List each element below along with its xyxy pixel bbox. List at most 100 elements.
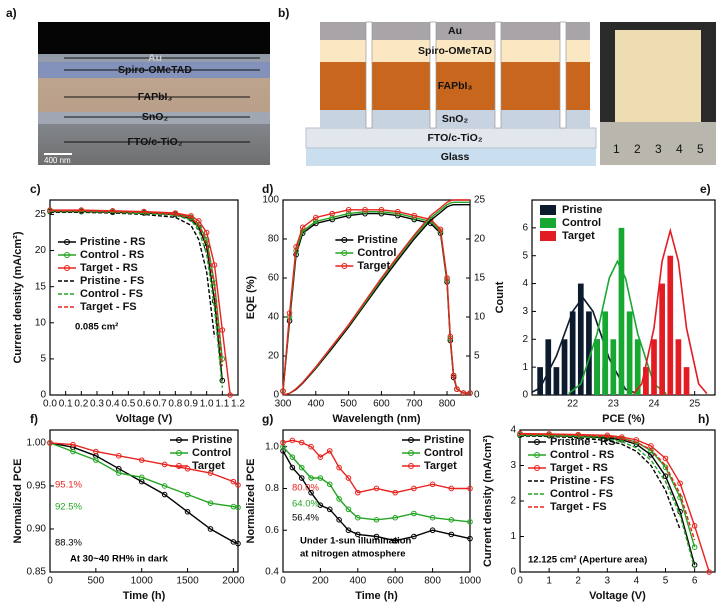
legend-swatch — [540, 205, 556, 215]
plot-frame — [49, 429, 239, 573]
legend-marker — [534, 465, 540, 471]
x-tick-label: 200 — [312, 576, 329, 587]
y-tick-label: 1 — [510, 531, 516, 542]
y-tick-label: 60 — [268, 273, 280, 284]
marker — [355, 489, 361, 496]
marker — [115, 453, 122, 459]
marker — [662, 473, 669, 479]
marker — [196, 218, 202, 224]
marker — [308, 489, 314, 496]
marker — [395, 208, 401, 215]
y2-tick-label: 0 — [474, 390, 480, 401]
marker — [280, 439, 286, 446]
legend-swatch — [540, 231, 556, 241]
series-line — [282, 199, 470, 396]
layer-label: SnO₂ — [442, 113, 469, 125]
x-tick-label: 5 — [663, 576, 669, 587]
au — [320, 22, 590, 40]
marker — [467, 485, 473, 492]
bar — [594, 339, 600, 395]
x-tick-label: 400 — [349, 576, 366, 587]
legend-label: Control - RS — [80, 249, 144, 261]
marker — [289, 464, 296, 471]
legend-label: Pristine - FS — [550, 475, 614, 487]
marker — [345, 475, 352, 481]
marker — [308, 443, 314, 450]
layer-label: Au — [148, 52, 162, 64]
y-tick-label: 4 — [510, 425, 516, 436]
legend-marker — [341, 250, 348, 256]
x-tick-label: 600 — [387, 576, 404, 587]
y-axis-label: Current density (mA/cm²) — [12, 231, 24, 363]
marker — [448, 485, 455, 492]
bar — [586, 311, 592, 395]
y-tick-label: 3 — [510, 460, 516, 471]
marker — [411, 485, 417, 492]
annotation: 80.0% — [292, 483, 319, 494]
series-line — [49, 442, 239, 509]
panel-label: h) — [698, 412, 709, 426]
legend-label: Pristine - RS — [550, 436, 615, 448]
y2-tick-label: 10 — [474, 312, 486, 323]
marker — [280, 388, 286, 394]
marker — [286, 310, 293, 316]
y-tick-label: 0 — [40, 390, 46, 401]
ruler-mark: 4 — [676, 142, 683, 156]
layer-markers — [64, 57, 260, 143]
marker — [648, 443, 654, 449]
x-axis-label: PCE (%) — [602, 413, 645, 425]
marker — [329, 214, 336, 221]
legend-label: Target — [562, 230, 595, 242]
x-tick-label: 0 — [47, 576, 53, 587]
marker — [392, 514, 399, 521]
x-tick-label: 800 — [439, 399, 456, 410]
x-axis-label: Voltage (V) — [589, 590, 646, 602]
y-tick-label: 0.8 — [265, 483, 279, 494]
x-tick-label: 600 — [373, 399, 390, 410]
fit-line — [633, 227, 708, 395]
marker — [161, 483, 168, 489]
x-tick-label: 0.9 — [184, 399, 198, 410]
legend-label: Target — [192, 460, 225, 472]
bar — [610, 339, 617, 395]
legend-marker — [64, 239, 70, 245]
marker — [604, 432, 611, 439]
marker — [378, 206, 385, 213]
y-tick-label: 2 — [522, 334, 528, 345]
marker — [235, 504, 241, 511]
y-tick-label: 15 — [35, 281, 47, 292]
marker — [444, 275, 450, 281]
panel-b: b) Au Spiro-OMeTAD FAPbI₃ SnO₂ FTO/c-TiO… — [278, 6, 716, 166]
x-tick-label: 1.1 — [215, 399, 229, 410]
panel-label: a) — [6, 6, 17, 20]
marker — [235, 482, 241, 488]
sno2-layer — [38, 112, 270, 124]
bar — [618, 227, 625, 395]
series-line — [282, 209, 470, 394]
panel-label: e) — [700, 182, 711, 196]
legend-marker — [408, 450, 414, 456]
marker — [211, 262, 218, 268]
marker — [662, 464, 669, 471]
plot-frame — [282, 429, 471, 573]
legend-label: Control — [357, 247, 396, 259]
y2-tick-label: 15 — [474, 273, 486, 284]
bar — [577, 283, 584, 395]
y-tick-label: 0.85 — [27, 567, 47, 578]
series-line — [519, 435, 681, 530]
layer-label: Spiro-OMeTAD — [118, 64, 192, 76]
y-tick-label: 0 — [273, 390, 279, 401]
y-tick-label: 5 — [40, 354, 46, 365]
marker — [454, 386, 460, 392]
marker — [373, 485, 380, 492]
legend-swatch — [540, 218, 556, 228]
marker — [345, 527, 352, 534]
y-tick-label: 40 — [268, 312, 280, 323]
marker — [429, 527, 436, 534]
x-tick-label: 0.4 — [106, 399, 120, 410]
legend-label: Pristine — [562, 204, 602, 216]
y-axis-label: Normalized PCE — [245, 459, 257, 544]
x-tick-label: 1000 — [459, 576, 482, 587]
y2-tick-label: 5 — [474, 351, 480, 362]
x-tick-label: 400 — [307, 399, 324, 410]
